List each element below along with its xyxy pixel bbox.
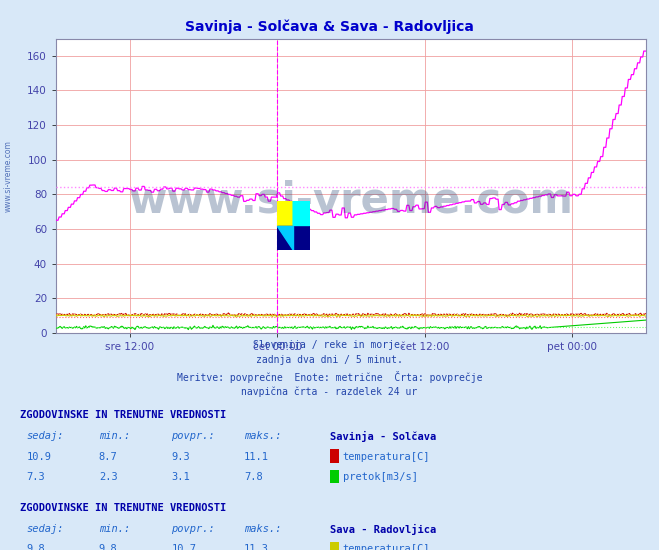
Text: 3.1: 3.1 <box>171 472 190 482</box>
Text: sedaj:: sedaj: <box>26 524 64 534</box>
Text: temperatura[C]: temperatura[C] <box>343 544 430 550</box>
Text: 8.7: 8.7 <box>99 452 117 461</box>
Text: 7.3: 7.3 <box>26 472 45 482</box>
Text: www.si-vreme.com: www.si-vreme.com <box>129 179 573 221</box>
Bar <box>277 226 310 250</box>
Text: 7.8: 7.8 <box>244 472 262 482</box>
Text: sedaj:: sedaj: <box>26 431 64 441</box>
Text: maks.:: maks.: <box>244 524 281 534</box>
Text: 11.3: 11.3 <box>244 544 269 550</box>
Polygon shape <box>277 226 293 250</box>
Text: www.si-vreme.com: www.si-vreme.com <box>3 140 13 212</box>
Text: temperatura[C]: temperatura[C] <box>343 452 430 461</box>
Text: zadnja dva dni / 5 minut.: zadnja dva dni / 5 minut. <box>256 355 403 365</box>
Text: 11.1: 11.1 <box>244 452 269 461</box>
Text: 10.9: 10.9 <box>26 452 51 461</box>
Text: ZGODOVINSKE IN TRENUTNE VREDNOSTI: ZGODOVINSKE IN TRENUTNE VREDNOSTI <box>20 410 226 420</box>
Text: Meritve: povprečne  Enote: metrične  Črta: povprečje: Meritve: povprečne Enote: metrične Črta:… <box>177 371 482 383</box>
Text: 10.7: 10.7 <box>171 544 196 550</box>
Polygon shape <box>293 201 310 226</box>
Bar <box>293 201 310 226</box>
Text: 9.3: 9.3 <box>171 452 190 461</box>
Text: povpr.:: povpr.: <box>171 524 215 534</box>
Text: min.:: min.: <box>99 431 130 441</box>
Text: min.:: min.: <box>99 524 130 534</box>
Text: Savinja - Solčava & Sava - Radovljica: Savinja - Solčava & Sava - Radovljica <box>185 19 474 34</box>
Text: 9.8: 9.8 <box>26 544 45 550</box>
Bar <box>277 201 293 226</box>
Text: navpična črta - razdelek 24 ur: navpična črta - razdelek 24 ur <box>241 386 418 397</box>
Text: Slovenija / reke in morje.: Slovenija / reke in morje. <box>253 340 406 350</box>
Text: povpr.:: povpr.: <box>171 431 215 441</box>
Text: 9.8: 9.8 <box>99 544 117 550</box>
Text: maks.:: maks.: <box>244 431 281 441</box>
Text: 2.3: 2.3 <box>99 472 117 482</box>
Text: pretok[m3/s]: pretok[m3/s] <box>343 472 418 482</box>
Text: Savinja - Solčava: Savinja - Solčava <box>330 431 436 442</box>
Text: ZGODOVINSKE IN TRENUTNE VREDNOSTI: ZGODOVINSKE IN TRENUTNE VREDNOSTI <box>20 503 226 513</box>
Text: Sava - Radovljica: Sava - Radovljica <box>330 524 436 535</box>
